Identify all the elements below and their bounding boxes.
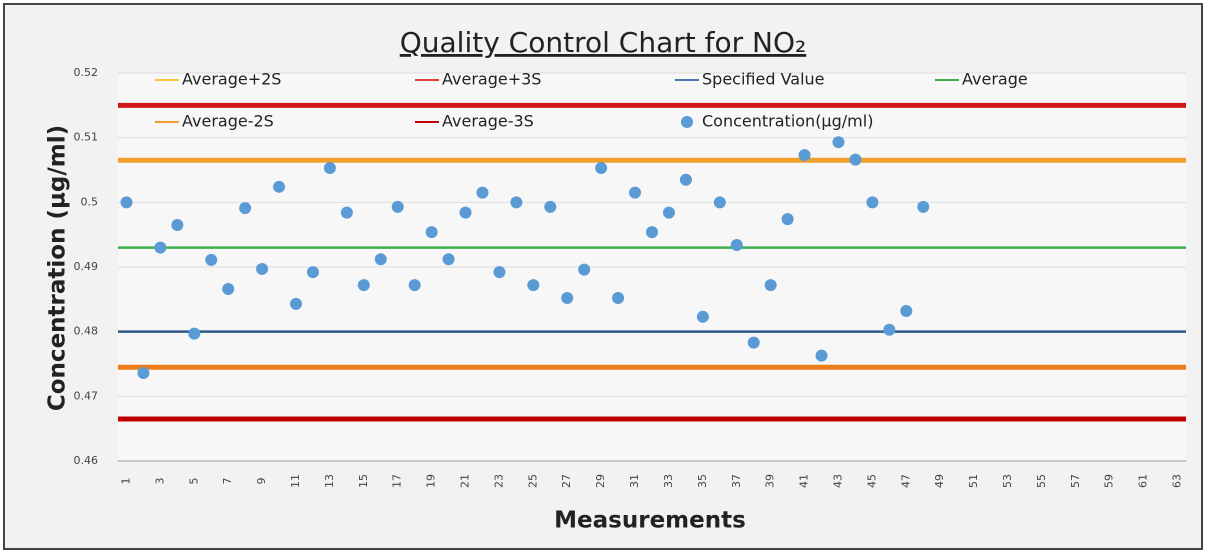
data-point — [323, 162, 336, 175]
x-tick-label: 43 — [831, 474, 844, 488]
data-point — [391, 200, 404, 213]
data-point — [679, 173, 692, 186]
data-point — [306, 266, 319, 279]
data-point — [561, 292, 574, 305]
x-tick-label: 45 — [865, 474, 878, 488]
x-tick-label: 17 — [391, 474, 404, 488]
x-axis-label: Measurements — [554, 508, 746, 534]
data-point — [425, 226, 438, 239]
x-tick-label: 61 — [1137, 474, 1150, 488]
data-point — [476, 186, 489, 199]
legend-label: Concentration(µg/ml) — [702, 112, 873, 131]
data-point — [408, 279, 421, 292]
chart-title: Quality Control Chart for NO₂ — [400, 26, 807, 59]
x-tick-label: 35 — [696, 474, 709, 488]
x-tick-label: 41 — [798, 474, 811, 488]
data-point — [374, 253, 387, 266]
data-point — [917, 200, 930, 213]
data-point — [357, 279, 370, 292]
legend-label: Specified Value — [702, 70, 825, 89]
data-point — [188, 327, 201, 340]
y-tick-label: 0.49 — [74, 260, 99, 273]
data-point — [578, 263, 591, 276]
data-point — [900, 304, 913, 317]
x-tick-label: 51 — [967, 474, 980, 488]
x-tick-label: 9 — [255, 478, 268, 485]
data-point — [154, 241, 167, 254]
data-point — [730, 239, 743, 252]
x-tick-label: 1 — [119, 478, 132, 485]
data-point — [340, 206, 353, 219]
data-point — [815, 349, 828, 362]
data-point — [662, 206, 675, 219]
x-tick-label: 29 — [594, 474, 607, 488]
x-tick-label: 55 — [1035, 474, 1048, 488]
y-tick-label: 0.51 — [74, 131, 99, 144]
data-point — [883, 323, 896, 336]
y-tick-label: 0.52 — [74, 66, 99, 79]
x-tick-label: 63 — [1171, 474, 1184, 488]
x-tick-label: 19 — [425, 474, 438, 488]
x-tick-label: 49 — [933, 474, 946, 488]
y-tick-label: 0.47 — [74, 389, 99, 402]
data-point — [747, 336, 760, 349]
data-point — [290, 297, 302, 310]
data-point — [781, 213, 794, 226]
data-point — [595, 162, 608, 175]
data-point — [171, 218, 184, 231]
data-point — [493, 266, 506, 279]
x-tick-label: 5 — [187, 478, 200, 485]
data-point — [849, 153, 862, 166]
data-point — [459, 206, 472, 219]
data-point — [646, 226, 658, 239]
data-point — [256, 262, 269, 275]
data-point — [696, 310, 709, 323]
data-point — [239, 202, 252, 215]
legend-label: Average-2S — [182, 112, 274, 131]
x-tick-label: 31 — [628, 474, 641, 488]
data-point — [120, 196, 133, 209]
data-point — [273, 180, 286, 193]
data-point — [527, 279, 540, 292]
data-point — [832, 136, 845, 149]
x-tick-label: 57 — [1069, 474, 1082, 488]
data-point — [866, 196, 879, 209]
legend-label: Average-3S — [442, 112, 534, 131]
y-tick-label: 0.48 — [74, 325, 99, 338]
legend-label: Average+3S — [442, 70, 541, 89]
x-tick-label: 39 — [764, 474, 777, 488]
x-tick-label: 25 — [526, 474, 539, 488]
x-tick-label: 47 — [899, 474, 912, 488]
y-tick-label: 0.5 — [81, 195, 99, 208]
y-axis-label: Concentration (µg/ml) — [45, 125, 71, 411]
legend-label: Average+2S — [182, 70, 281, 89]
data-point — [510, 196, 523, 209]
x-tick-label: 23 — [492, 474, 505, 488]
data-point — [798, 149, 811, 162]
x-tick-label: 37 — [730, 474, 743, 488]
data-point — [713, 196, 726, 209]
x-tick-label: 53 — [1001, 474, 1014, 488]
x-tick-label: 15 — [357, 474, 370, 488]
data-point — [137, 367, 150, 380]
x-tick-label: 3 — [153, 478, 166, 485]
data-point — [222, 282, 235, 295]
data-point — [544, 200, 557, 213]
x-tick-label: 27 — [560, 474, 573, 488]
data-point — [629, 186, 642, 199]
x-tick-label: 33 — [662, 474, 675, 488]
data-point — [612, 292, 625, 305]
x-tick-label: 59 — [1103, 474, 1116, 488]
data-point — [205, 253, 218, 266]
legend-swatch — [681, 116, 693, 128]
x-tick-label: 7 — [221, 478, 234, 485]
data-point — [764, 279, 777, 292]
data-point — [442, 253, 455, 266]
x-tick-label: 13 — [323, 474, 336, 488]
x-tick-label: 21 — [459, 474, 472, 488]
y-tick-label: 0.46 — [74, 454, 99, 467]
x-tick-label: 11 — [289, 474, 302, 488]
legend-label: Average — [962, 70, 1028, 89]
